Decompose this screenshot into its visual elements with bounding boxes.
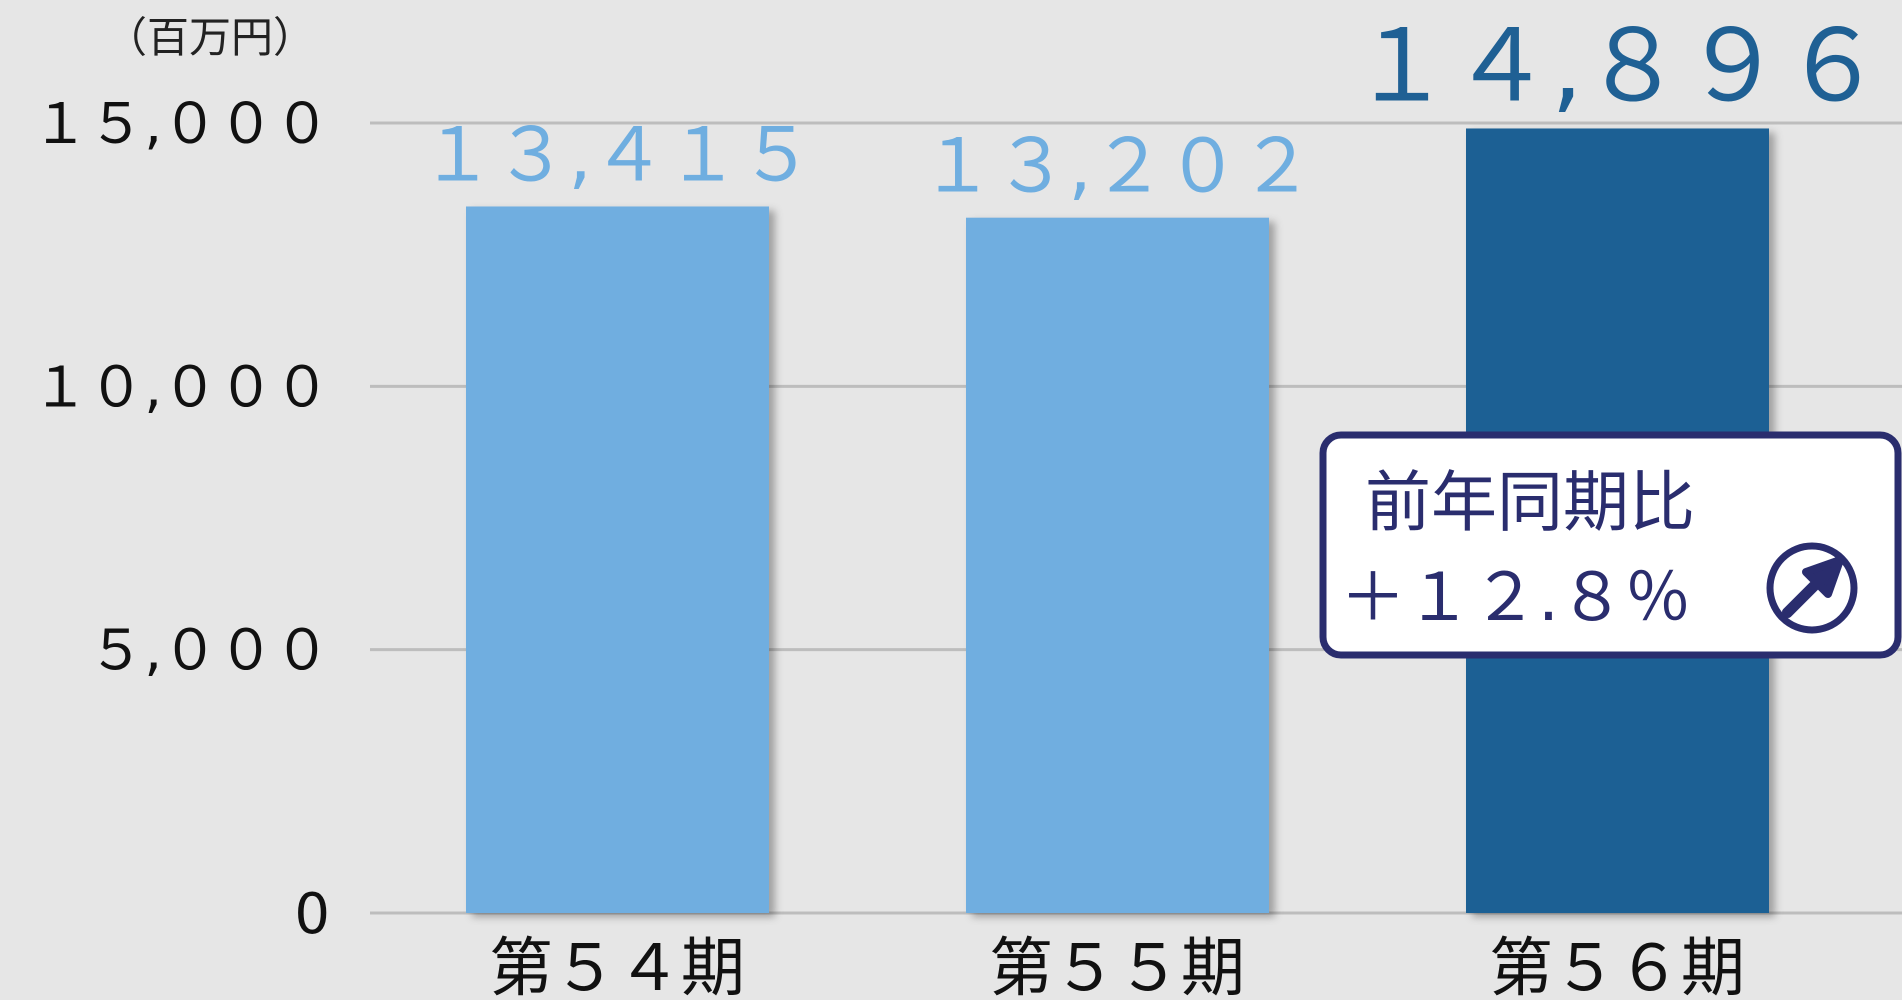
arrow-icon xyxy=(1766,542,1858,634)
y-tick-label: ５,０００ xyxy=(88,619,330,684)
annotation-title: 前年同期比 xyxy=(1365,464,1695,541)
y-tick-label: １５,０００ xyxy=(32,92,330,157)
annotation: 前年同期比 ＋１２.８％ xyxy=(1319,431,1902,659)
value-label: １３,４１５ xyxy=(420,112,814,198)
y-tick-label: １０,０００ xyxy=(32,355,330,420)
bar xyxy=(966,217,1269,913)
value-label: １４,８９６ xyxy=(1351,7,1883,124)
labels: 0 ５,０００ １０,０００ １５,０００ 第５４期 １３,４１５ 第５５期 １３,２０２ 第５… xyxy=(32,7,1883,1000)
y-tick-label: 0 xyxy=(294,882,330,947)
unit-label: （百万円） xyxy=(105,13,315,62)
annotation-text: ＋１２.８％ xyxy=(1340,559,1691,636)
x-tick-label: 第５６期 xyxy=(1489,932,1745,1000)
x-tick-label: 第５５期 xyxy=(989,932,1245,1000)
x-tick-label: 第５４期 xyxy=(489,932,745,1000)
bar xyxy=(466,206,769,913)
annotation-box xyxy=(1319,431,1902,659)
value-label: １３,２０２ xyxy=(920,124,1314,210)
